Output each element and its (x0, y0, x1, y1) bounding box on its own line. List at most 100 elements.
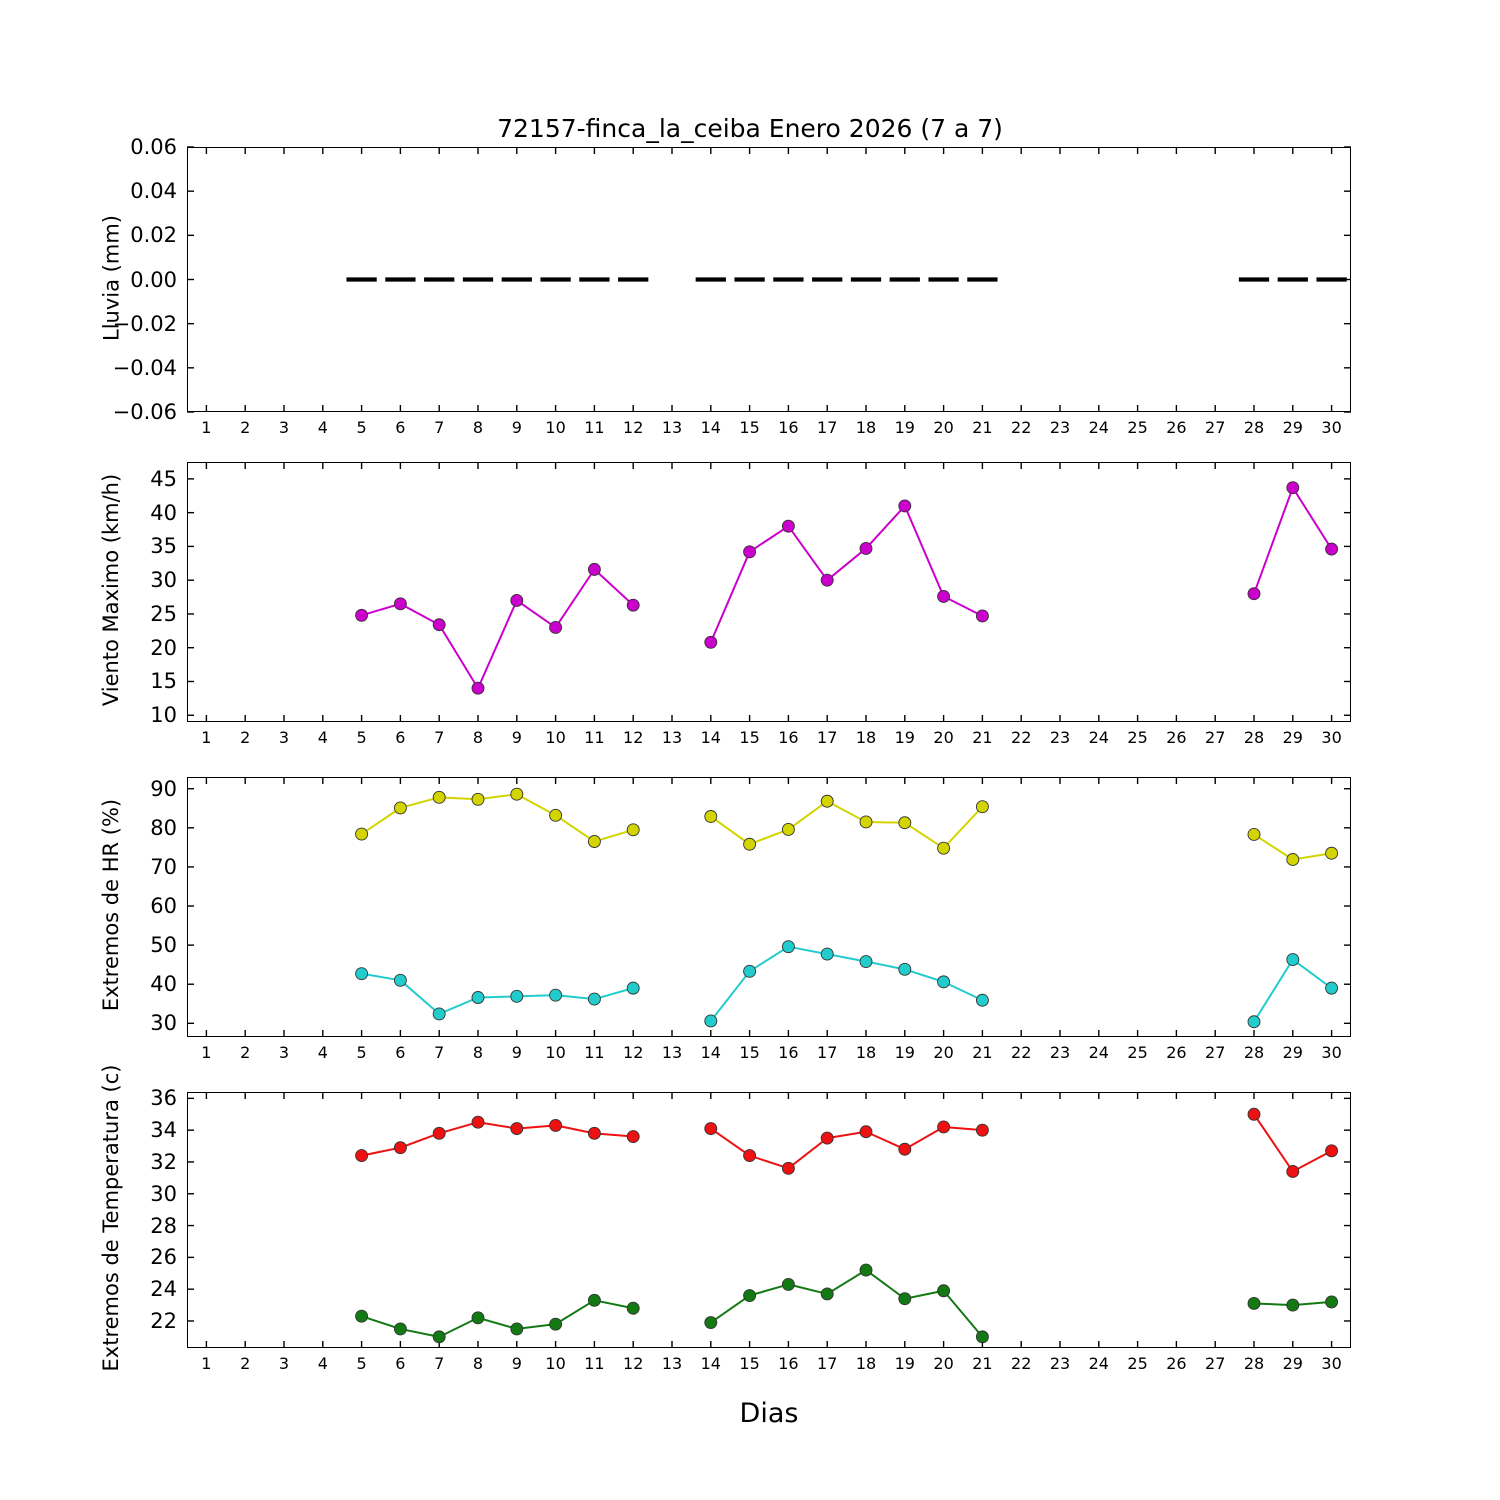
x-tick-label-temperatura-30: 30 (1321, 1354, 1342, 1373)
x-tick-label-temperatura-27: 27 (1205, 1354, 1226, 1373)
x-tick-label-hr-29: 29 (1282, 1043, 1303, 1062)
x-tick-label-viento-22: 22 (1011, 728, 1032, 747)
x-tick-label-hr-24: 24 (1088, 1043, 1109, 1062)
marker-hr-day-28 (1247, 828, 1261, 841)
marker-hr-day-10 (549, 988, 563, 1002)
x-tick-label-lluvia-8: 8 (472, 418, 484, 437)
y-tick-label-temperatura-34: 34 (150, 1118, 177, 1143)
marker-viento-day-6 (393, 597, 407, 611)
x-tick-label-hr-28: 28 (1243, 1043, 1265, 1062)
plot-area-lluvia (187, 146, 1351, 413)
x-tick-label-hr-21: 21 (972, 1043, 993, 1062)
x-tick-label-lluvia-5: 5 (356, 418, 367, 437)
y-tick-label-temperatura-36: 36 (150, 1086, 177, 1111)
x-tick-label-viento-17: 17 (817, 728, 838, 747)
x-tick-label-temperatura-9: 9 (511, 1354, 522, 1373)
marker-hr-day-16 (781, 822, 795, 836)
marker-hr-day-28 (1247, 1015, 1261, 1029)
x-tick-label-viento-15: 15 (739, 728, 760, 747)
x-axis-label: Dias (739, 1398, 799, 1429)
marker-temperatura-day-28 (1247, 1107, 1261, 1121)
y-tick-label-viento-20: 20 (150, 635, 177, 660)
marker-hr-day-10 (549, 808, 563, 822)
marker-hr-day-8 (471, 991, 485, 1004)
x-tick-label-hr-27: 27 (1205, 1043, 1226, 1062)
x-tick-label-lluvia-9: 9 (511, 418, 522, 437)
x-tick-label-hr-9: 9 (511, 1043, 522, 1062)
marker-hr-day-7 (432, 790, 446, 804)
y-tick-label-viento-25: 25 (150, 601, 177, 626)
x-tick-label-lluvia-28: 28 (1243, 418, 1265, 437)
panel-lluvia: −0.06 −0.04 −0.02 0.00 0.02 0.04 0.06 1 2 3 4 5 6 7 8 9… (99, 135, 1351, 437)
marker-hr-day-18 (859, 815, 873, 829)
marker-temperatura-day-7 (432, 1330, 446, 1344)
x-tick-label-hr-22: 22 (1011, 1043, 1032, 1062)
plot-area-temperatura (187, 1092, 1351, 1348)
x-tick-label-viento-9: 9 (511, 728, 522, 747)
marker-hr-day-30 (1325, 981, 1339, 995)
y-tick-label-temperatura-28: 28 (150, 1213, 177, 1238)
marker-viento-day-16 (781, 519, 795, 533)
marker-temperatura-day-21 (975, 1330, 989, 1344)
marker-hr-day-11 (587, 835, 601, 848)
x-tick-label-hr-23: 23 (1049, 1043, 1071, 1062)
marker-viento-day-11 (587, 562, 601, 576)
x-tick-label-viento-8: 8 (472, 728, 484, 747)
y-tick-label-viento-35: 35 (150, 534, 177, 559)
x-tick-label-viento-27: 27 (1205, 728, 1226, 747)
marker-hr-day-12 (626, 823, 640, 837)
x-tick-label-lluvia-1: 1 (201, 418, 212, 437)
x-tick-label-viento-10: 10 (545, 728, 566, 747)
x-tick-label-hr-15: 15 (739, 1043, 760, 1062)
marker-hr-day-6 (393, 973, 407, 987)
marker-temperatura-day-7 (432, 1126, 446, 1140)
y-tick-label-lluvia--0.02: −0.02 (112, 311, 177, 336)
x-tick-label-temperatura-11: 11 (584, 1354, 605, 1373)
marker-hr-day-7 (432, 1007, 446, 1021)
marker-temperatura-day-15 (743, 1289, 757, 1302)
marker-temperatura-day-6 (393, 1322, 407, 1336)
x-tick-label-hr-10: 10 (545, 1043, 566, 1062)
y-tick-label-lluvia-0.02: 0.02 (130, 223, 177, 248)
marker-hr-day-9 (510, 989, 524, 1003)
line-hr-1 (709, 800, 984, 850)
marker-viento-day-19 (898, 499, 912, 513)
x-tick-label-hr-20: 20 (933, 1043, 954, 1062)
x-tick-label-viento-20: 20 (933, 728, 954, 747)
x-tick-label-viento-13: 13 (661, 728, 683, 747)
marker-viento-day-8 (471, 681, 485, 695)
marker-temperatura-day-29 (1286, 1298, 1300, 1312)
x-tick-label-temperatura-6: 6 (395, 1354, 406, 1373)
panel-temperatura: 22 24 26 28 30 32 34 36 1 2 3 4 5 6 7 8 9 10 11 12 13 14 15 16 1… (99, 1065, 1351, 1373)
x-tick-label-lluvia-12: 12 (623, 418, 644, 437)
marker-temperatura-day-18 (859, 1263, 873, 1277)
x-tick-label-lluvia-13: 13 (661, 418, 683, 437)
marker-temperatura-day-8 (471, 1311, 485, 1325)
x-tick-label-temperatura-22: 22 (1011, 1354, 1032, 1373)
marker-temperatura-day-17 (820, 1131, 834, 1145)
marker-hr-day-5 (355, 827, 369, 841)
y-tick-label-lluvia-0.04: 0.04 (130, 179, 177, 204)
marker-viento-day-12 (626, 598, 640, 612)
marker-hr-day-20 (937, 841, 951, 855)
x-tick-label-lluvia-22: 22 (1011, 418, 1032, 437)
marker-hr-day-29 (1286, 853, 1300, 866)
marker-temperatura-day-18 (859, 1125, 873, 1139)
y-tick-label-temperatura-32: 32 (150, 1149, 177, 1174)
line-temperatura-2 (1253, 1113, 1333, 1173)
x-tick-label-lluvia-14: 14 (700, 418, 721, 437)
x-tick-label-viento-28: 28 (1243, 728, 1265, 747)
x-tick-label-temperatura-10: 10 (545, 1354, 566, 1373)
x-tick-label-lluvia-3: 3 (278, 418, 290, 437)
y-tick-label-hr-90: 90 (150, 776, 177, 801)
x-tick-label-temperatura-5: 5 (356, 1354, 367, 1373)
y-tick-label-temperatura-26: 26 (150, 1245, 177, 1270)
x-tick-label-hr-19: 19 (894, 1043, 915, 1062)
marker-viento-day-18 (859, 541, 873, 555)
x-tick-label-lluvia-2: 2 (240, 418, 251, 437)
x-tick-label-viento-25: 25 (1127, 728, 1148, 747)
x-tick-label-viento-14: 14 (700, 728, 721, 747)
x-tick-label-lluvia-24: 24 (1088, 418, 1109, 437)
x-tick-label-temperatura-25: 25 (1127, 1354, 1148, 1373)
line-hr-5 (1253, 958, 1333, 1023)
